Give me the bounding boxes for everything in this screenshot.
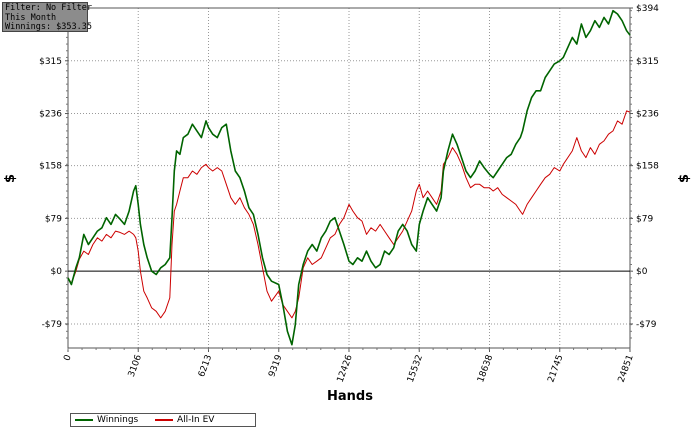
x-tick-label: 0 (62, 353, 73, 362)
x-tick-label: 3106 (127, 353, 144, 378)
x-tick-label: 18638 (476, 353, 495, 384)
winnings-total-label: Winnings: $353.35 (5, 22, 92, 32)
x-axis: 0 3106 6213 9319 12426 15532 18638 21745 24851 (62, 348, 636, 384)
legend-swatch-winnings (75, 418, 93, 421)
y-tick-label-right: $394 (636, 4, 659, 14)
y-tick-label-left: $79 (45, 214, 62, 224)
legend-item-winnings: Winnings (75, 415, 138, 425)
filter-info-box: Filter: No Filter This Month Winnings: $… (2, 2, 92, 32)
series-layer (67, 9, 631, 346)
legend-label-allin-ev: All-In EV (177, 415, 215, 425)
x-tick-label: 12426 (336, 353, 355, 384)
x-tick-label: 9319 (267, 353, 284, 378)
y-tick-label-right: $79 (636, 214, 653, 224)
x-tick-label: 21745 (546, 354, 565, 384)
y-tick-label-left: $236 (39, 110, 62, 120)
y-tick-label-right: -$79 (636, 320, 657, 330)
y-tick-label-left: $158 (39, 162, 62, 172)
y-axis-right: -$79 $0 $79 $158 $236 $315 $394 (630, 4, 659, 339)
chart-legend: Winnings All-In EV (70, 413, 256, 427)
legend-label-winnings: Winnings (97, 415, 139, 425)
legend-item-allin-ev: All-In EV (155, 415, 214, 425)
series-line-all-in-ev (67, 110, 631, 319)
filter-label: Filter: No Filter (5, 3, 92, 13)
chart-grid (68, 7, 630, 348)
x-axis-title: Hands (327, 389, 373, 404)
y-axis-title-right: $ (677, 173, 693, 183)
y-tick-label-left: -$79 (42, 320, 63, 330)
y-tick-label-left: $0 (51, 267, 63, 277)
period-label: This Month (5, 12, 57, 23)
legend-swatch-allin-ev (155, 418, 173, 421)
x-tick-label: 6213 (197, 354, 214, 379)
y-tick-label-right: $315 (636, 57, 659, 67)
x-tick-label: 15532 (406, 354, 425, 384)
y-axis-title-left: $ (3, 173, 19, 183)
y-tick-label-right: $236 (636, 110, 659, 120)
series-line-winnings (67, 9, 631, 346)
y-axis-left: -$79$0$79$158$236$315$394 (39, 4, 68, 339)
x-tick-label: 24851 (617, 354, 636, 384)
y-tick-label-right: $0 (636, 267, 648, 277)
y-tick-label-left: $315 (39, 57, 62, 67)
y-tick-label-right: $158 (636, 162, 659, 172)
